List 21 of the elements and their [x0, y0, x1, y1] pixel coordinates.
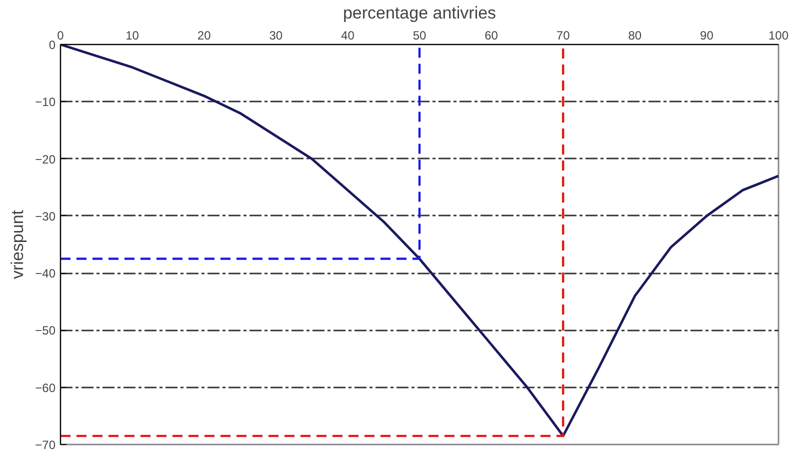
x-tick-label: 40 [341, 28, 355, 42]
x-tick-label: 0 [57, 28, 64, 42]
y-tick-label: 0 [48, 38, 56, 52]
x-tick-label: 80 [628, 28, 642, 42]
x-tick-label: 50 [412, 28, 426, 42]
y-tick-label: −20 [35, 152, 56, 166]
y-tick-label: −50 [35, 324, 56, 338]
x-tick-label: 60 [484, 28, 498, 42]
y-tick-label: −70 [35, 438, 56, 452]
y-tick-label: −10 [35, 95, 56, 110]
x-axis-title: percentage antivries [342, 4, 496, 22]
y-tick-label: −30 [35, 209, 56, 224]
x-tick-label: 10 [126, 28, 140, 42]
x-tick-label: 20 [197, 28, 212, 42]
y-tick-label: −40 [35, 266, 56, 281]
x-tick-label: 90 [700, 28, 714, 42]
x-tick-label: 70 [556, 28, 570, 42]
y-tick-label: −60 [35, 380, 56, 395]
y-axis-title: vriespunt [8, 210, 28, 279]
x-tick-label: 100 [768, 28, 789, 42]
x-tick-label: 30 [269, 28, 283, 42]
